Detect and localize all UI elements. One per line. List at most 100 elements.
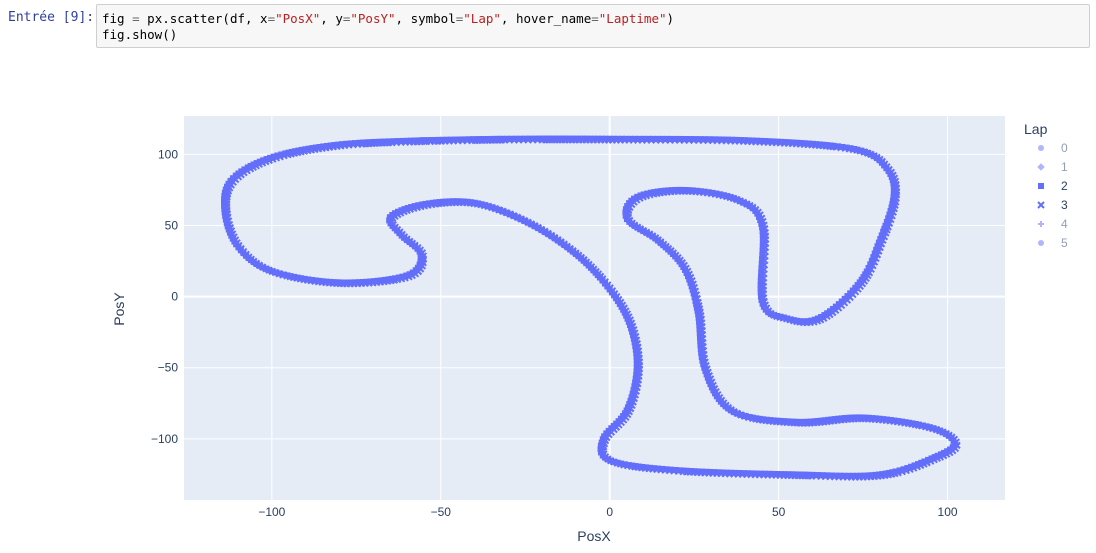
data-point-lap-3[interactable] [420, 137, 428, 146]
data-point-lap-2[interactable] [398, 207, 405, 214]
legend-item-lap-4[interactable]: 4 [1038, 217, 1068, 231]
data-points[interactable] [221, 135, 961, 481]
data-point-lap-2[interactable] [883, 218, 890, 225]
data-point-lap-2[interactable] [921, 458, 928, 465]
data-point-lap-2[interactable] [253, 160, 260, 167]
legend-item-lap-0[interactable]: 0 [1038, 141, 1068, 155]
data-point-lap-2[interactable] [597, 442, 604, 449]
legend-item-lap-1[interactable]: 1 [1037, 160, 1068, 174]
data-point-lap-2[interactable] [758, 265, 765, 272]
data-point-lap-2[interactable] [867, 261, 874, 268]
data-point-lap-2[interactable] [758, 269, 765, 276]
data-point-lap-2[interactable] [221, 189, 228, 196]
data-point-lap-2[interactable] [886, 211, 893, 218]
data-point-lap-2[interactable] [634, 193, 641, 200]
data-point-lap-2[interactable] [270, 153, 277, 160]
data-point-lap-2[interactable] [408, 204, 415, 211]
data-point-lap-2[interactable] [263, 156, 270, 163]
data-point-lap-2[interactable] [885, 215, 892, 222]
data-point-lap-2[interactable] [260, 157, 267, 164]
data-point-lap-2[interactable] [404, 205, 411, 212]
code-cell-input[interactable]: fig = px.scatter(df, x="PosX", y="PosY",… [96, 4, 1090, 48]
data-point-lap-2[interactable] [602, 280, 609, 287]
data-point-lap-2[interactable] [629, 390, 636, 397]
data-point-lap-2[interactable] [622, 206, 629, 213]
data-point-lap-2[interactable] [821, 312, 828, 319]
legend-item-lap-5[interactable]: 5 [1038, 236, 1068, 250]
code-token: ) [666, 11, 675, 26]
legend-item-lap-2[interactable]: 2 [1038, 179, 1068, 193]
code-token: "PosX" [275, 11, 321, 26]
x-icon[interactable] [1037, 201, 1045, 209]
x-axis-ticks: −100 −50 0 50 100 [258, 505, 958, 519]
data-point-lap-2[interactable] [871, 250, 878, 257]
x-axis-title: PosX [577, 528, 611, 544]
data-point-lap-2[interactable] [931, 454, 938, 461]
data-point-lap-2[interactable] [818, 313, 825, 320]
data-point-lap-2[interactable] [759, 256, 766, 263]
circle-icon[interactable] [1038, 240, 1044, 246]
data-point-lap-2[interactable] [628, 394, 635, 401]
y-tick-label: −50 [158, 361, 179, 375]
data-point-lap-2[interactable] [288, 148, 295, 155]
square-icon[interactable] [1038, 183, 1044, 189]
data-point-lap-2[interactable] [416, 261, 423, 268]
data-point-lap-2[interactable] [940, 449, 947, 456]
data-point-lap-2[interactable] [386, 217, 393, 224]
data-point-lap-2[interactable] [877, 236, 884, 243]
series-lap-3[interactable] [223, 136, 961, 481]
data-point-lap-2[interactable] [250, 161, 257, 168]
circle-icon[interactable] [1038, 145, 1044, 151]
data-point-lap-2[interactable] [758, 260, 765, 267]
y-tick-label: 0 [171, 290, 178, 304]
data-point-lap-2[interactable] [865, 264, 872, 271]
data-point-lap-2[interactable] [814, 315, 821, 322]
data-point-lap-2[interactable] [256, 158, 263, 165]
data-point-lap-2[interactable] [911, 462, 918, 469]
data-point-lap-2[interactable] [925, 456, 932, 463]
data-point-lap-2[interactable] [873, 246, 880, 253]
code-token: "Laptime" [598, 11, 667, 26]
data-point-lap-2[interactable] [241, 166, 248, 173]
diamond-icon[interactable] [1037, 163, 1045, 171]
data-point-lap-2[interactable] [406, 271, 413, 278]
data-point-lap-2[interactable] [892, 468, 899, 475]
data-point-lap-2[interactable] [944, 448, 951, 455]
data-point-lap-2[interactable] [598, 439, 605, 446]
data-point-lap-2[interactable] [238, 168, 245, 175]
data-point-lap-2[interactable] [878, 232, 885, 239]
data-point-lap-2[interactable] [759, 251, 766, 258]
data-point-lap-2[interactable] [889, 469, 896, 476]
cross-icon[interactable] [1038, 221, 1044, 227]
code-token: , y [320, 11, 343, 26]
data-point-lap-2[interactable] [626, 401, 633, 408]
code-token: "Lap" [463, 11, 501, 26]
data-point-lap-2[interactable] [599, 277, 606, 284]
data-point-lap-2[interactable] [868, 257, 875, 264]
data-point-lap-2[interactable] [937, 451, 944, 458]
data-point-lap-2[interactable] [624, 203, 631, 210]
data-point-lap-2[interactable] [285, 149, 292, 156]
data-point-lap-2[interactable] [915, 461, 922, 468]
data-point-lap-2[interactable] [624, 404, 631, 411]
data-point-lap-2[interactable] [637, 192, 644, 199]
data-point-lap-2[interactable] [880, 228, 887, 235]
data-point-lap-2[interactable] [401, 206, 408, 213]
data-point-lap-2[interactable] [409, 269, 416, 276]
data-point-lap-2[interactable] [267, 154, 274, 161]
data-point-lap-2[interactable] [222, 186, 229, 193]
data-point-lap-2[interactable] [386, 214, 393, 221]
data-point-lap-2[interactable] [627, 397, 634, 404]
data-point-lap-2[interactable] [623, 407, 630, 414]
data-point-lap-2[interactable] [870, 254, 877, 261]
data-point-lap-2[interactable] [640, 191, 647, 198]
data-point-lap-2[interactable] [918, 459, 925, 466]
legend-item-lap-3[interactable]: 3 [1037, 198, 1068, 212]
code-line: fig = px.scatter(df, x="PosX", y="PosY",… [102, 11, 1084, 27]
data-point-lap-2[interactable] [875, 239, 882, 246]
data-point-lap-2[interactable] [908, 463, 915, 470]
data-point-lap-2[interactable] [874, 243, 881, 250]
data-point-lap-2[interactable] [928, 455, 935, 462]
data-point-lap-2[interactable] [887, 207, 894, 214]
